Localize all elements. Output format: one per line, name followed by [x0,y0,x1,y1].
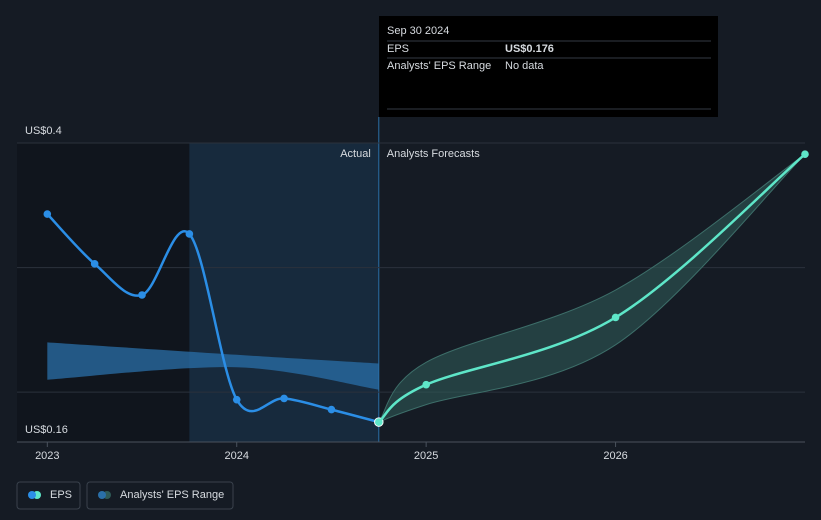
x-tick-label: 2026 [603,450,627,462]
eps-point [422,380,430,389]
x-tick-label: 2025 [414,450,438,462]
legend-label: EPS [50,489,72,501]
eps-point [185,230,194,238]
eps-point [611,313,620,322]
eps-point [374,418,383,426]
x-tick-label: 2023 [35,450,59,462]
forecast-label: Analysts Forecasts [387,148,480,160]
legend-label: Analysts' EPS Range [120,489,224,501]
y-tick-label: US$0.16 [25,424,68,436]
y-tick-label: US$0.4 [25,125,62,137]
tooltip-date: Sep 30 2024 [387,25,449,37]
tooltip-eps-value: US$0.176 [505,43,554,55]
legend-eps-icon [28,491,36,499]
tooltip-range-label: Analysts' EPS Range [387,60,491,72]
past-shade [17,143,190,442]
eps-line [377,153,806,424]
x-tick-label: 2024 [224,450,248,462]
eps-line [46,213,380,424]
eps-point [327,405,336,414]
tooltip-range-value: No data [505,60,544,72]
eps-point [43,210,52,218]
range-band [47,342,379,390]
eps-point [90,260,99,268]
eps-point [801,150,809,159]
legend-range[interactable] [86,481,234,510]
legend-range-icon [98,491,106,499]
eps-point [280,394,288,403]
tooltip-box [379,16,718,117]
eps-point [232,395,241,404]
legend-eps[interactable] [16,481,81,510]
actual-label: Actual [340,148,371,160]
eps-point [138,291,146,299]
tooltip-eps-label: EPS [387,43,409,55]
